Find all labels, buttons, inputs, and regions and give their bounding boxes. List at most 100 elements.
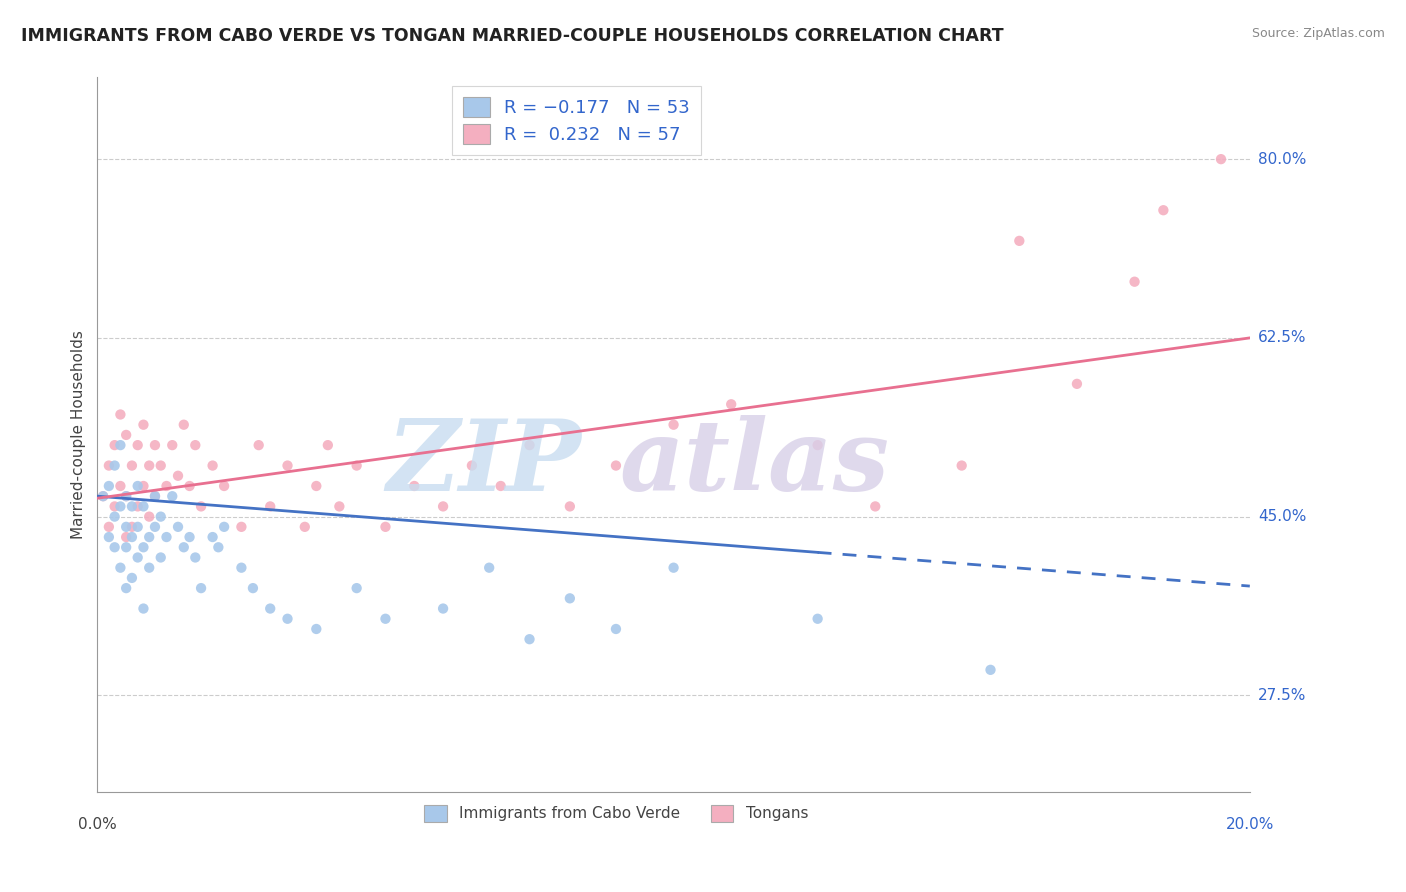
Point	[91, 489, 114, 503]
Point	[184, 550, 207, 565]
Point	[605, 458, 627, 473]
Point	[110, 438, 132, 452]
Point	[104, 458, 127, 473]
Point	[662, 417, 685, 432]
Point	[91, 489, 114, 503]
Point	[121, 458, 143, 473]
Point	[1123, 275, 1146, 289]
Point	[97, 458, 120, 473]
Point	[247, 438, 270, 452]
Text: Source: ZipAtlas.com: Source: ZipAtlas.com	[1251, 27, 1385, 40]
Point	[461, 458, 484, 473]
Point	[807, 438, 830, 452]
Point	[143, 489, 166, 503]
Point	[374, 520, 396, 534]
Point	[720, 397, 742, 411]
Point	[231, 520, 253, 534]
Point	[127, 438, 149, 452]
Point	[97, 530, 120, 544]
Point	[121, 500, 143, 514]
Point	[979, 663, 1001, 677]
Point	[276, 458, 298, 473]
Point	[173, 417, 195, 432]
Point	[558, 591, 581, 606]
Text: 20.0%: 20.0%	[1226, 817, 1274, 832]
Point	[184, 438, 207, 452]
Point	[173, 541, 195, 555]
Point	[179, 479, 201, 493]
Point	[121, 520, 143, 534]
Point	[190, 500, 212, 514]
Point	[305, 479, 328, 493]
Point	[201, 458, 224, 473]
Text: IMMIGRANTS FROM CABO VERDE VS TONGAN MARRIED-COUPLE HOUSEHOLDS CORRELATION CHART: IMMIGRANTS FROM CABO VERDE VS TONGAN MAR…	[21, 27, 1004, 45]
Point	[212, 479, 235, 493]
Point	[478, 560, 501, 574]
Point	[807, 612, 830, 626]
Point	[305, 622, 328, 636]
Point	[865, 500, 887, 514]
Point	[259, 601, 281, 615]
Text: ZIP: ZIP	[387, 416, 582, 512]
Point	[110, 500, 132, 514]
Point	[155, 479, 177, 493]
Point	[1008, 234, 1031, 248]
Point	[605, 622, 627, 636]
Point	[97, 520, 120, 534]
Point	[132, 479, 155, 493]
Point	[489, 479, 512, 493]
Point	[149, 458, 172, 473]
Point	[558, 500, 581, 514]
Point	[1152, 203, 1174, 218]
Point	[374, 612, 396, 626]
Point	[138, 560, 160, 574]
Point	[138, 530, 160, 544]
Point	[110, 479, 132, 493]
Point	[231, 560, 253, 574]
Point	[121, 571, 143, 585]
Point	[104, 541, 127, 555]
Point	[316, 438, 339, 452]
Point	[138, 509, 160, 524]
Point	[662, 560, 685, 574]
Point	[143, 520, 166, 534]
Text: 80.0%: 80.0%	[1258, 152, 1306, 167]
Point	[1066, 376, 1088, 391]
Point	[162, 489, 184, 503]
Point	[201, 530, 224, 544]
Point	[115, 581, 138, 595]
Point	[115, 489, 138, 503]
Point	[155, 530, 177, 544]
Point	[519, 632, 541, 647]
Text: 0.0%: 0.0%	[77, 817, 117, 832]
Point	[132, 541, 155, 555]
Point	[115, 541, 138, 555]
Point	[121, 530, 143, 544]
Point	[432, 601, 454, 615]
Point	[212, 520, 235, 534]
Point	[115, 428, 138, 442]
Point	[132, 601, 155, 615]
Text: 27.5%: 27.5%	[1258, 688, 1306, 703]
Point	[143, 438, 166, 452]
Y-axis label: Married-couple Households: Married-couple Households	[72, 330, 86, 540]
Point	[346, 581, 368, 595]
Point	[97, 479, 120, 493]
Point	[432, 500, 454, 514]
Point	[519, 438, 541, 452]
Point	[179, 530, 201, 544]
Point	[149, 550, 172, 565]
Point	[115, 530, 138, 544]
Point	[259, 500, 281, 514]
Point	[167, 468, 190, 483]
Point	[346, 458, 368, 473]
Point	[104, 438, 127, 452]
Point	[162, 438, 184, 452]
Text: atlas: atlas	[619, 416, 889, 512]
Point	[104, 500, 127, 514]
Point	[143, 489, 166, 503]
Point	[127, 500, 149, 514]
Point	[138, 458, 160, 473]
Point	[276, 612, 298, 626]
Point	[115, 520, 138, 534]
